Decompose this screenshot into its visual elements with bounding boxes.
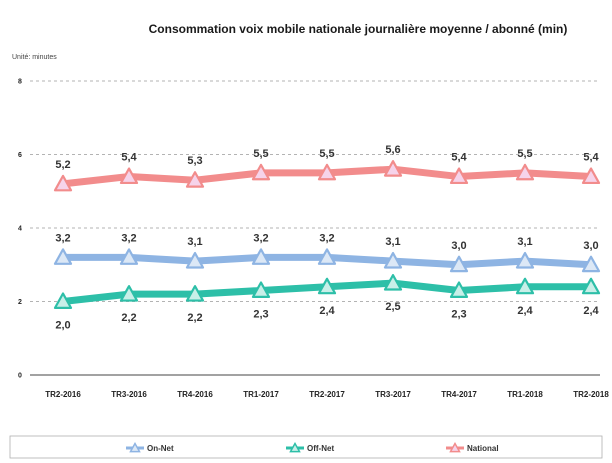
data-labels: 3,2 3,2 3,1 3,2 3,2 3,1 3,0 3,1 3,0 2,0 2,2 2,2 2,3 2… [55, 144, 599, 331]
data-label-off-net: 2,4 [583, 305, 599, 317]
data-label-off-net: 2,5 [385, 301, 400, 313]
data-label-on-net: 3,2 [121, 232, 136, 244]
data-label-on-net: 3,2 [55, 232, 70, 244]
data-label-national: 5,4 [451, 152, 467, 164]
data-point-off-net [317, 277, 337, 295]
data-point-national [185, 171, 205, 188]
data-label-off-net: 2,4 [319, 305, 335, 317]
data-label-national: 5,5 [319, 148, 334, 160]
x-tick-label: TR1-2017 [243, 390, 279, 399]
data-point-off-net [53, 292, 73, 309]
data-point-on-net [185, 251, 205, 269]
data-label-off-net: 2,2 [187, 312, 202, 324]
data-point-off-net [515, 277, 535, 295]
data-label-national: 5,3 [187, 155, 202, 167]
data-point-off-net [119, 285, 139, 302]
data-point-on-net [581, 255, 601, 273]
chart-title: Consommation voix mobile nationale journ… [149, 22, 568, 36]
data-point-national [515, 163, 535, 181]
data-label-on-net: 3,1 [517, 236, 532, 248]
y-tick-label: 0 [18, 373, 22, 380]
legend-label-on-net: On-Net [147, 444, 174, 453]
x-tick-label: TR4-2017 [441, 390, 477, 399]
data-point-on-net [251, 248, 271, 265]
data-label-national: 5,6 [385, 144, 400, 156]
data-label-off-net: 2,3 [451, 308, 466, 320]
x-tick-label: TR2-2016 [45, 390, 81, 399]
x-tick-label: TR3-2017 [375, 390, 411, 399]
x-tick-label: TR1-2018 [507, 390, 543, 399]
data-label-national: 5,5 [253, 148, 268, 160]
data-point-off-net [185, 285, 205, 302]
data-label-on-net: 3,0 [583, 240, 598, 252]
data-label-national: 5,4 [121, 152, 137, 164]
x-tick-label: TR2-2018 [573, 390, 609, 399]
data-point-on-net [383, 251, 403, 269]
data-label-on-net: 3,0 [451, 240, 466, 252]
data-point-on-net [53, 248, 73, 265]
data-point-on-net [119, 248, 139, 265]
x-axis-ticks: TR2-2016 TR3-2016 TR4-2016 TR1-2017 TR2-2017… [45, 390, 609, 399]
data-point-national [119, 167, 139, 185]
data-point-national [317, 163, 337, 181]
legend-label-national: National [467, 444, 499, 453]
data-point-on-net [515, 251, 535, 269]
data-label-off-net: 2,0 [55, 320, 70, 332]
y-axis-ticks: 0 2 4 6 8 [18, 79, 22, 380]
data-point-off-net [581, 277, 601, 295]
data-point-off-net [449, 281, 469, 298]
data-point-on-net [449, 255, 469, 273]
data-label-national: 5,4 [583, 152, 599, 164]
y-tick-label: 2 [18, 299, 22, 306]
data-label-national: 5,5 [517, 148, 532, 160]
x-tick-label: TR3-2016 [111, 390, 147, 399]
data-label-on-net: 3,2 [319, 232, 334, 244]
x-tick-label: TR2-2017 [309, 390, 345, 399]
legend-marker-off-net [289, 441, 301, 453]
unit-label: Unité: minutes [12, 54, 57, 61]
y-tick-label: 6 [18, 152, 22, 159]
data-point-national [581, 167, 601, 185]
data-point-national [449, 167, 469, 185]
data-label-off-net: 2,2 [121, 312, 136, 324]
data-label-off-net: 2,4 [517, 305, 533, 317]
data-label-on-net: 3,2 [253, 232, 268, 244]
data-point-off-net [383, 274, 403, 291]
data-label-on-net: 3,1 [187, 236, 202, 248]
data-point-national [251, 163, 271, 181]
gridlines [30, 80, 600, 302]
x-tick-label: TR4-2016 [177, 390, 213, 399]
legend-box [9, 435, 603, 459]
legend-label-off-net: Off-Net [307, 444, 334, 453]
data-label-national: 5,2 [55, 159, 70, 171]
legend-marker-on-net [129, 441, 141, 453]
data-point-national [53, 174, 73, 192]
series-group [53, 160, 601, 309]
y-tick-label: 4 [18, 226, 22, 233]
y-tick-label: 8 [18, 79, 22, 86]
data-point-off-net [251, 281, 271, 298]
data-label-off-net: 2,3 [253, 308, 268, 320]
legend: On-Net Off-Net National [126, 441, 499, 453]
data-label-on-net: 3,1 [385, 236, 400, 248]
legend-marker-national [449, 441, 461, 453]
data-point-on-net [317, 248, 337, 265]
data-point-national [383, 160, 403, 177]
